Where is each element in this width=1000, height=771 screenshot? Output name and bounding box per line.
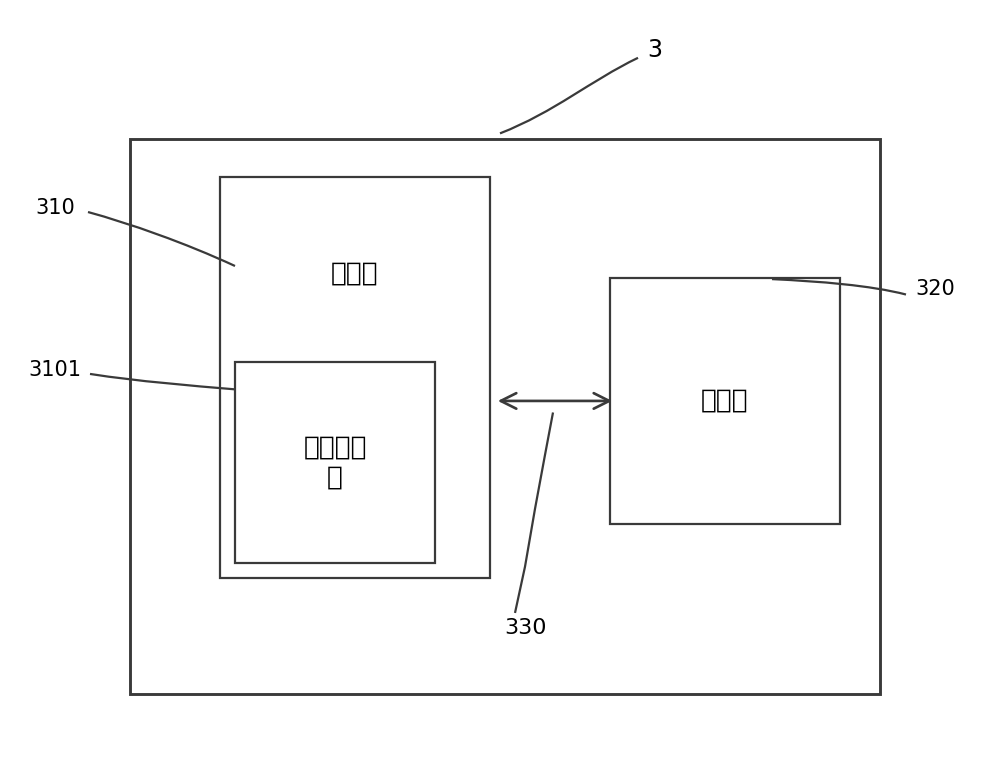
Text: 存储器: 存储器 — [331, 261, 379, 287]
Text: 320: 320 — [915, 279, 955, 299]
Bar — [610, 278, 840, 524]
Text: 330: 330 — [504, 618, 546, 638]
Text: 3: 3 — [648, 38, 662, 62]
Bar — [220, 177, 490, 578]
Text: 可运行程
序: 可运行程 序 — [303, 435, 367, 490]
Text: 处理器: 处理器 — [701, 388, 749, 414]
Bar — [130, 139, 880, 694]
Text: 310: 310 — [35, 198, 75, 218]
Bar — [235, 362, 435, 563]
Text: 3101: 3101 — [28, 360, 82, 380]
